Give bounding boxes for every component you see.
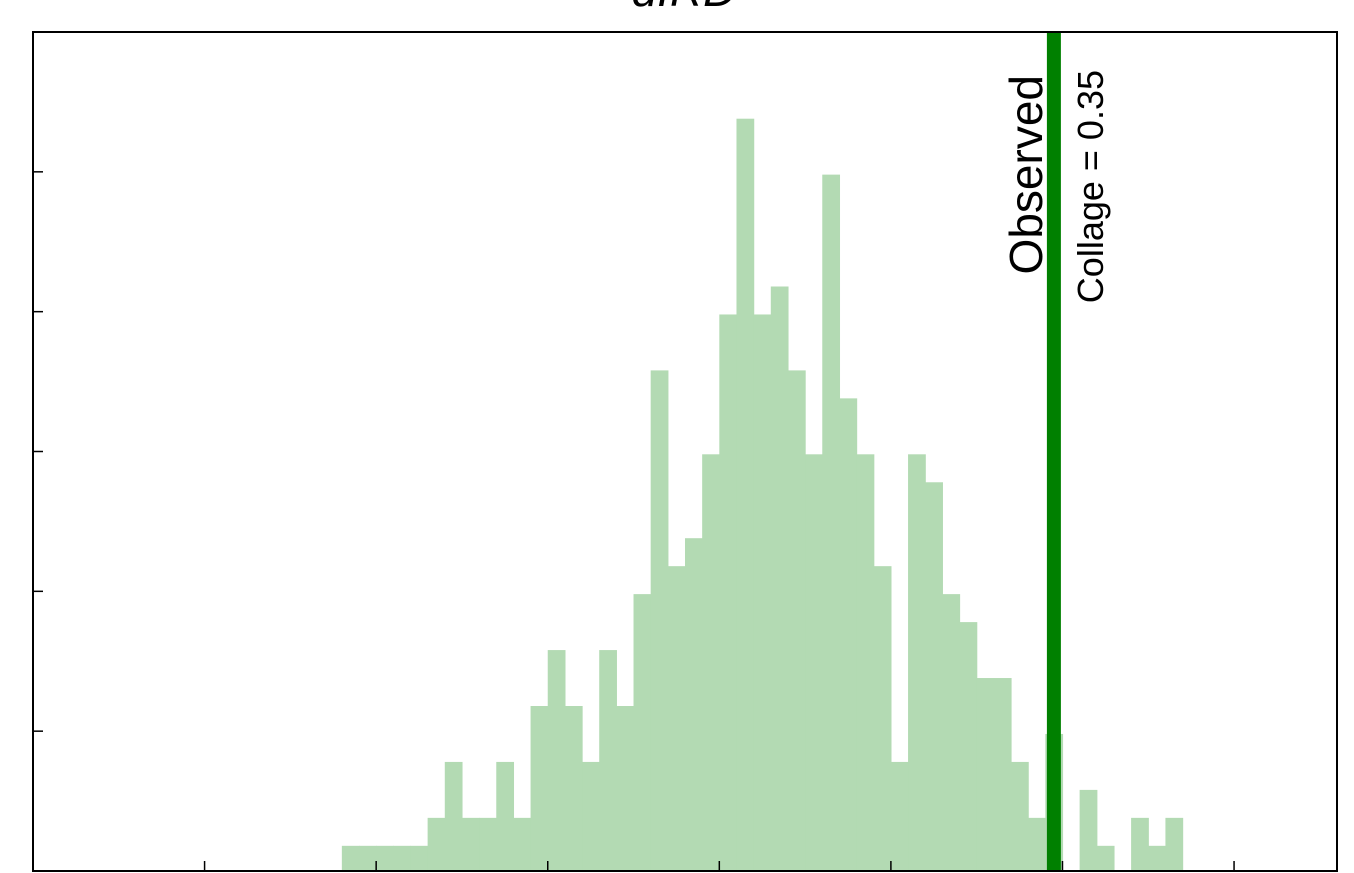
histogram-bar xyxy=(461,817,480,871)
x-axis-ticks xyxy=(203,861,1235,871)
histogram-bar xyxy=(753,314,772,871)
histogram-bar xyxy=(1165,817,1184,871)
histogram-bar xyxy=(633,594,652,871)
histogram-bar xyxy=(702,454,720,871)
histogram-bar xyxy=(547,650,566,871)
histogram-bar xyxy=(564,705,583,871)
histogram-bar xyxy=(496,761,515,871)
chart-title: dIRD xyxy=(632,0,737,16)
histogram-bar xyxy=(1079,789,1098,871)
histogram-bar xyxy=(719,314,738,871)
histogram-bar xyxy=(770,286,789,871)
histogram-bar xyxy=(908,454,926,871)
histogram-bar xyxy=(925,482,943,871)
observed-label: Observed xyxy=(1000,75,1052,274)
histogram-bar xyxy=(736,118,755,872)
histogram-bar xyxy=(667,566,686,871)
histogram-bar xyxy=(856,454,875,871)
histogram-bar xyxy=(839,398,858,871)
histogram-bar xyxy=(942,594,961,871)
histogram-bar xyxy=(650,370,669,871)
histogram-bars xyxy=(341,118,1184,872)
histogram-bar xyxy=(805,454,823,871)
plot-frame xyxy=(32,31,1338,872)
histogram-bar xyxy=(410,845,429,871)
histogram-bar xyxy=(479,817,497,871)
histogram-bar xyxy=(599,650,617,871)
histogram-bar xyxy=(976,678,995,871)
histogram-bar xyxy=(873,566,892,871)
histogram-bar xyxy=(616,705,635,871)
histogram-bar xyxy=(1096,845,1115,871)
histogram-bar xyxy=(1028,817,1046,871)
histogram-bar xyxy=(427,817,446,871)
histogram-bar xyxy=(1131,817,1149,871)
histogram-bar xyxy=(1011,761,1029,871)
histogram-bar xyxy=(685,538,703,871)
histogram-bar xyxy=(513,817,532,871)
histogram-bar xyxy=(530,705,549,871)
histogram-bar xyxy=(959,622,978,871)
histogram-bar xyxy=(1148,845,1167,871)
y-axis-ticks xyxy=(33,31,43,732)
histogram-bar xyxy=(787,370,806,871)
histogram-bar xyxy=(822,174,841,871)
histogram-bar xyxy=(376,845,394,871)
histogram-bar xyxy=(359,845,377,871)
histogram-bar xyxy=(582,761,600,871)
histogram-bar xyxy=(341,845,360,871)
collage-annotation: Collage = 0.35 xyxy=(1070,70,1111,303)
histogram-bar xyxy=(393,845,412,871)
histogram-bar xyxy=(890,761,909,871)
histogram-bar xyxy=(444,761,463,871)
histogram-bar xyxy=(993,678,1012,871)
